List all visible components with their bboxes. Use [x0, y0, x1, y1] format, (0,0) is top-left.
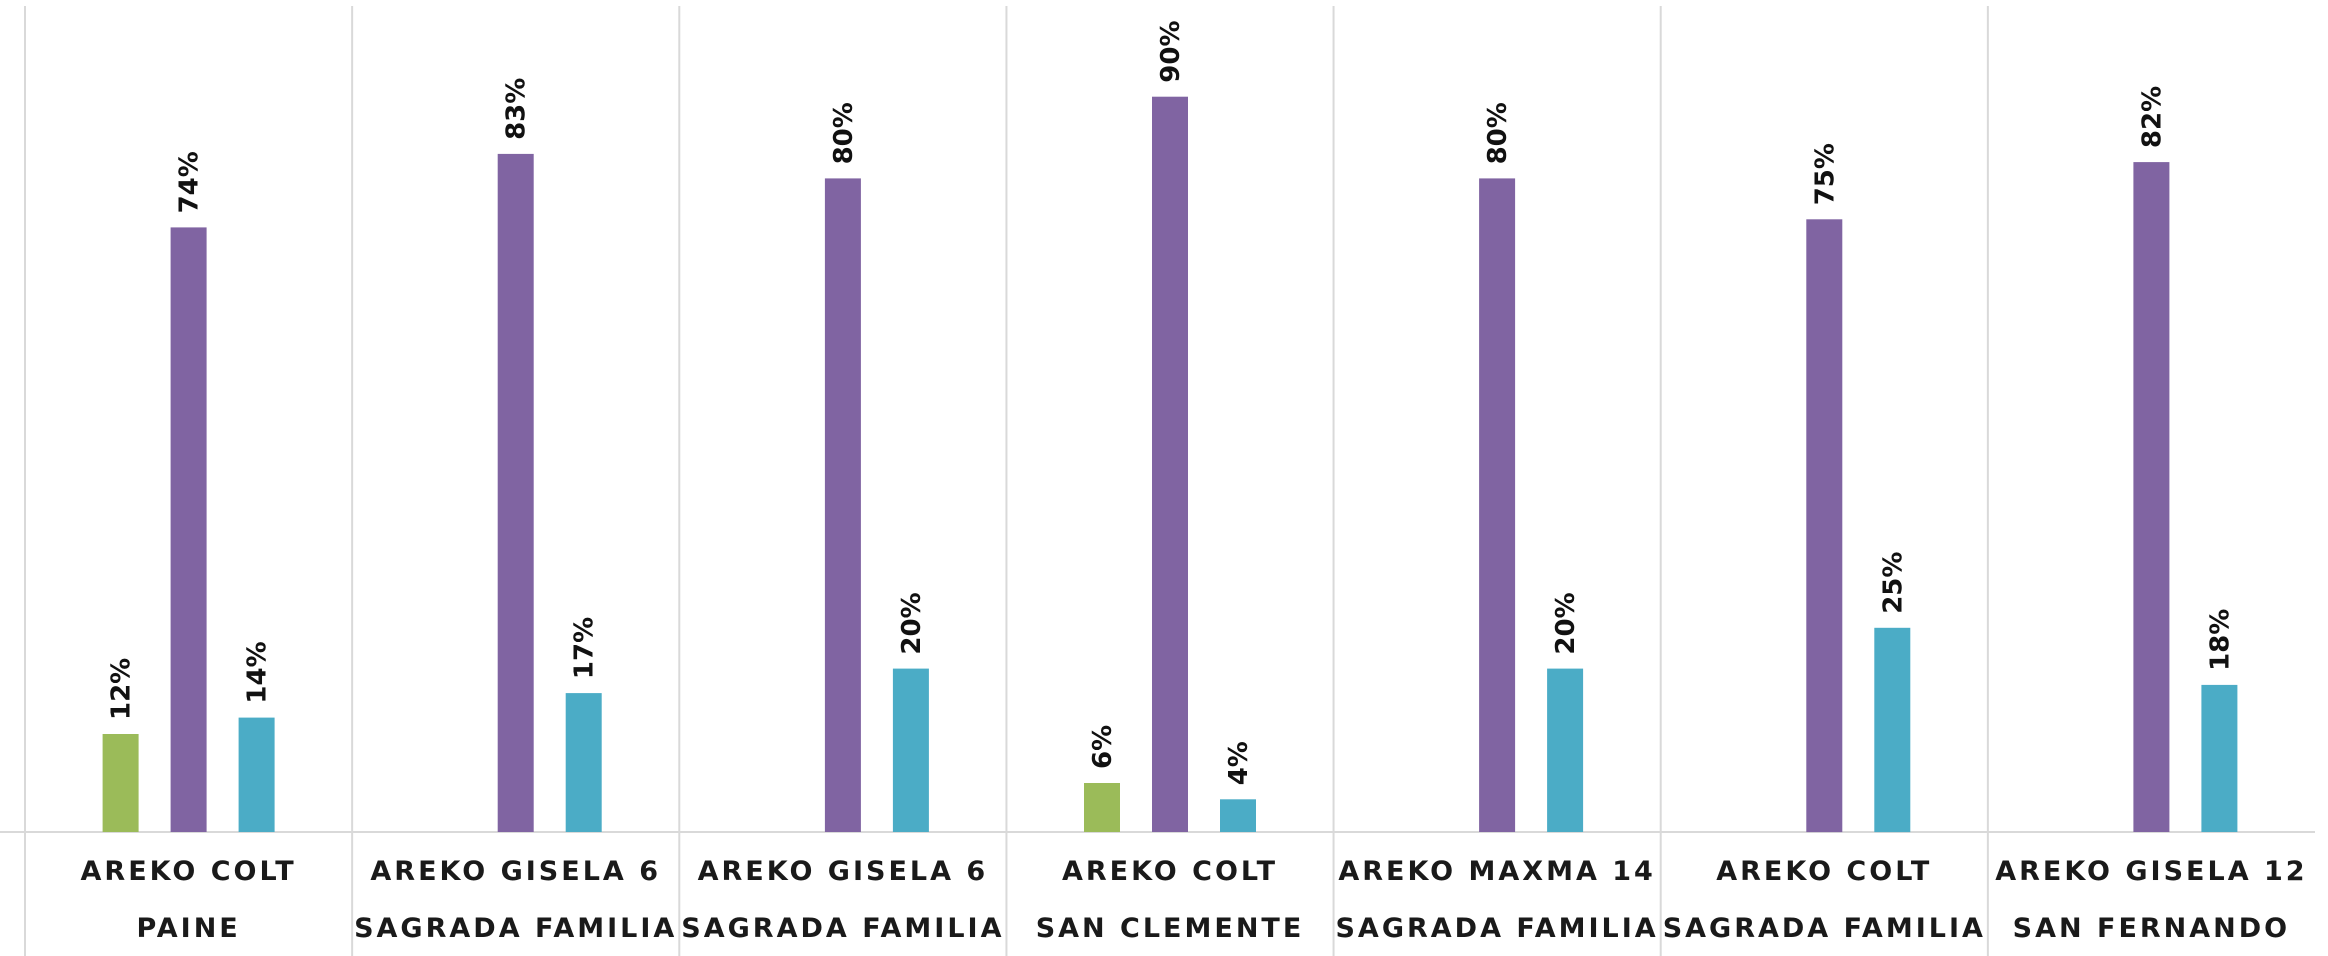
data-label: 80%	[829, 102, 859, 164]
bar	[170, 227, 207, 832]
data-label: 90%	[1156, 20, 1186, 82]
category-label-line1: AREKO GISELA 6	[370, 856, 661, 887]
category-label-line1: AREKO COLT	[1716, 856, 1932, 887]
category-label-line2: SAGRADA FAMILIA	[1335, 913, 1658, 944]
data-label: 80%	[1483, 102, 1513, 164]
data-label: 14%	[243, 641, 273, 703]
category-label-line1: AREKO COLT	[1062, 856, 1278, 887]
bar	[1479, 178, 1516, 832]
bar	[1874, 627, 1911, 833]
category-label-line2: SAN FERNANDO	[2013, 913, 2290, 944]
data-label: 17%	[570, 617, 600, 679]
bar	[565, 693, 602, 832]
data-label: 12%	[107, 658, 137, 720]
bar	[1806, 219, 1843, 833]
category-label-line2: PAINE	[136, 913, 240, 944]
category-label-line1: AREKO COLT	[81, 856, 297, 887]
category-label-line2: SAGRADA FAMILIA	[681, 913, 1004, 944]
data-label: 4%	[1224, 741, 1254, 785]
data-label: 74%	[175, 151, 205, 213]
bar	[1220, 799, 1256, 832]
data-label: 83%	[502, 78, 532, 140]
bar	[892, 668, 929, 832]
data-label: 75%	[1810, 143, 1840, 205]
bar	[824, 178, 861, 832]
category-label-line1: AREKO MAXMA 14	[1338, 856, 1656, 887]
category-label-line1: AREKO GISELA 12	[1995, 856, 2307, 887]
data-label: 82%	[2137, 86, 2167, 148]
data-label: 20%	[897, 592, 927, 654]
bar	[1547, 668, 1584, 832]
bar	[1084, 783, 1120, 832]
bar	[102, 734, 139, 832]
bar	[238, 717, 275, 832]
category-label-line2: SAGRADA FAMILIA	[1663, 913, 1986, 944]
category-label-line2: SAN CLEMENTE	[1036, 913, 1305, 944]
data-label: 25%	[1878, 552, 1908, 614]
category-label-line1: AREKO GISELA 6	[698, 856, 989, 887]
bar	[2201, 684, 2238, 832]
data-label: 18%	[2205, 609, 2235, 671]
data-label: 6%	[1088, 725, 1118, 769]
data-label: 20%	[1551, 592, 1581, 654]
category-label-line2: SAGRADA FAMILIA	[354, 913, 677, 944]
bar	[1152, 96, 1188, 832]
bar	[2133, 162, 2170, 833]
bar	[497, 153, 534, 832]
